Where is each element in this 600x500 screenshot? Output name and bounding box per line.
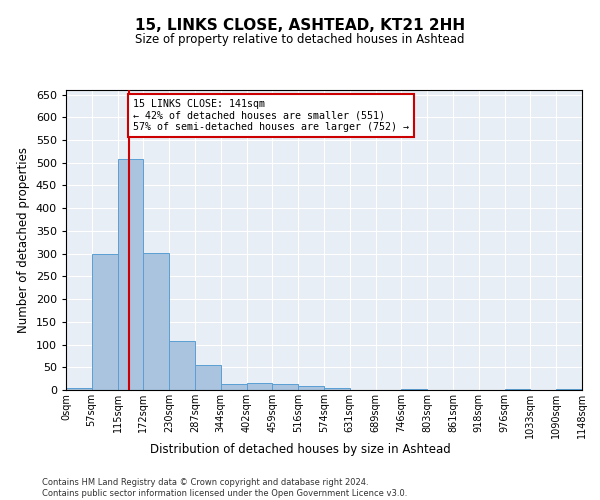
Bar — [118, 159, 143, 390]
Bar — [247, 383, 272, 390]
Y-axis label: Number of detached properties: Number of detached properties — [17, 147, 30, 333]
Bar — [505, 388, 530, 390]
Bar — [195, 365, 221, 390]
Bar — [298, 386, 324, 390]
Bar — [221, 384, 247, 390]
Bar — [169, 341, 195, 390]
Bar — [92, 254, 118, 390]
Text: 15 LINKS CLOSE: 141sqm
← 42% of detached houses are smaller (551)
57% of semi-de: 15 LINKS CLOSE: 141sqm ← 42% of detached… — [133, 99, 409, 132]
Text: Distribution of detached houses by size in Ashtead: Distribution of detached houses by size … — [149, 442, 451, 456]
Bar — [401, 388, 427, 390]
Bar — [324, 388, 350, 390]
Bar — [66, 388, 92, 390]
Text: 15, LINKS CLOSE, ASHTEAD, KT21 2HH: 15, LINKS CLOSE, ASHTEAD, KT21 2HH — [135, 18, 465, 32]
Bar — [556, 388, 582, 390]
Text: Contains HM Land Registry data © Crown copyright and database right 2024.
Contai: Contains HM Land Registry data © Crown c… — [42, 478, 407, 498]
Bar — [272, 384, 298, 390]
Bar — [143, 252, 169, 390]
Text: Size of property relative to detached houses in Ashtead: Size of property relative to detached ho… — [135, 32, 465, 46]
